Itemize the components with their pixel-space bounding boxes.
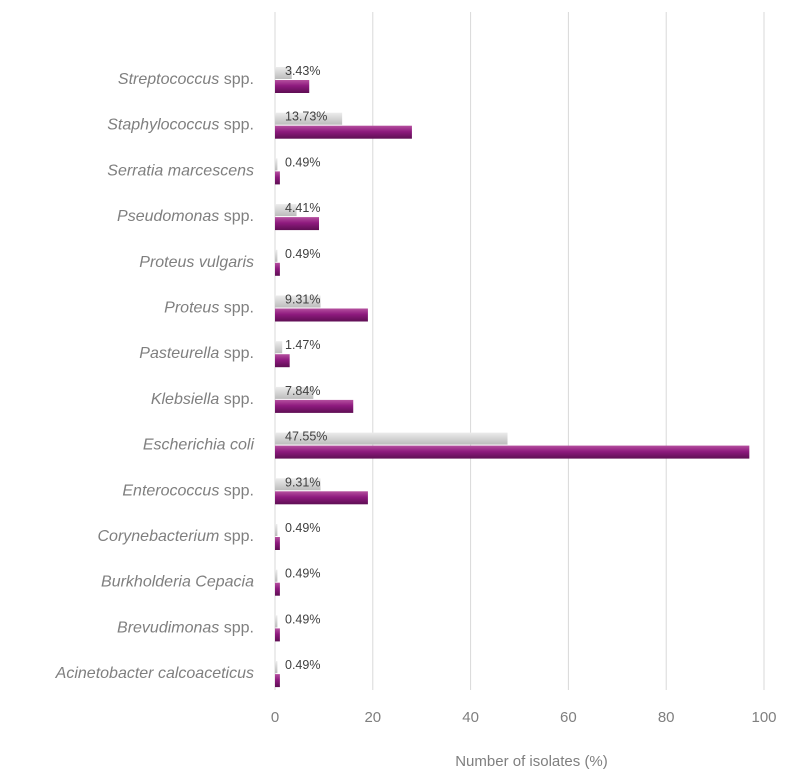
bar-count — [275, 262, 280, 276]
bar-percent — [275, 386, 314, 399]
bar-count — [275, 80, 310, 93]
data-label: 13.73% — [285, 110, 327, 124]
category-name: Escherichia coli — [143, 437, 255, 454]
category-label: Pseudomonas spp. — [117, 208, 254, 225]
data-label: 9.31% — [285, 293, 320, 307]
x-tick-label: 20 — [364, 709, 381, 726]
bar-count — [275, 445, 750, 459]
bar-percent — [275, 524, 278, 536]
category-label: Streptococcus spp. — [118, 71, 254, 88]
category-name: Streptococcus — [118, 71, 219, 88]
category-label: Proteus spp. — [164, 300, 254, 317]
category-label: Enterococcus spp. — [122, 482, 254, 499]
bar-count — [275, 582, 280, 596]
gridlines — [274, 12, 765, 690]
bar-count — [275, 217, 320, 231]
data-labels: 3.43% 13.73% 0.49% 4.41% 0.49% 9.31% 1.47% 7.84… — [285, 64, 327, 672]
category-name: Proteus — [164, 300, 219, 317]
category-label: Proteus vulgaris — [139, 254, 254, 271]
data-label: 9.31% — [285, 475, 320, 489]
bar-percent — [275, 661, 278, 674]
bar-percent — [275, 478, 321, 491]
bar-count — [275, 537, 280, 550]
category-name: Enterococcus — [122, 482, 219, 499]
category-suffix: spp. — [219, 71, 254, 88]
data-label: 3.43% — [285, 64, 320, 78]
bar-count — [275, 354, 290, 368]
category-name: Corynebacterium — [97, 528, 219, 545]
category-label: Serratia marcescens — [107, 162, 254, 179]
category-label: Staphylococcus spp. — [107, 117, 254, 134]
x-axis-ticks: 0 20 40 60 80 100 — [271, 709, 777, 726]
category-suffix: spp. — [219, 208, 254, 225]
category-label: Acinetobacter calcoaceticus — [55, 665, 254, 682]
category-name: Burkholderia Cepacia — [101, 574, 254, 591]
category-label: Pasteurella spp. — [139, 345, 254, 362]
bar-count — [275, 125, 412, 139]
bar-percent — [275, 432, 508, 445]
x-axis-title: Number of isolates (%) — [455, 753, 608, 770]
category-suffix: spp. — [219, 391, 254, 408]
x-tick-label: 0 — [271, 709, 279, 726]
category-suffix: spp. — [219, 300, 254, 317]
bar-percent — [275, 295, 321, 308]
x-tick-label: 60 — [560, 709, 577, 726]
category-suffix: spp. — [219, 482, 254, 499]
category-name: Acinetobacter calcoaceticus — [55, 665, 254, 682]
category-label: Klebsiella spp. — [151, 391, 254, 408]
bar-count — [275, 628, 280, 642]
bar-count — [275, 674, 280, 688]
data-label: 47.55% — [285, 430, 327, 444]
data-label: 1.47% — [285, 338, 320, 352]
x-tick-label: 40 — [462, 709, 479, 726]
data-label: 0.49% — [285, 155, 320, 169]
bar-percent — [275, 112, 343, 125]
bar-percent — [275, 158, 278, 171]
bar-percent — [275, 249, 278, 262]
bar-count — [275, 308, 368, 322]
data-label: 0.49% — [285, 521, 320, 535]
category-suffix: spp. — [219, 117, 254, 134]
bar-count — [275, 171, 280, 185]
category-name: Proteus vulgaris — [139, 254, 254, 271]
data-label: 4.41% — [285, 201, 320, 215]
category-name: Serratia marcescens — [107, 162, 254, 179]
bar-percent — [275, 569, 278, 582]
data-label: 0.49% — [285, 658, 320, 672]
category-label: Brevudimonas spp. — [117, 619, 254, 636]
category-labels: Streptococcus spp.Staphylococcus spp.Ser… — [55, 71, 255, 682]
bar-percent — [275, 615, 278, 628]
data-label: 0.49% — [285, 612, 320, 626]
category-suffix: spp. — [219, 619, 254, 636]
category-name: Pseudomonas — [117, 208, 219, 225]
category-name: Klebsiella — [151, 391, 220, 408]
data-label: 0.49% — [285, 247, 320, 261]
category-suffix: spp. — [219, 345, 254, 362]
category-name: Brevudimonas — [117, 619, 219, 636]
category-name: Pasteurella — [139, 345, 219, 362]
category-label: Corynebacterium spp. — [97, 528, 254, 545]
data-label: 7.84% — [285, 384, 320, 398]
bar-percent — [275, 204, 297, 217]
bar-percent — [275, 67, 292, 79]
category-label: Escherichia coli — [143, 437, 255, 454]
bar-count — [275, 399, 354, 413]
category-name: Staphylococcus — [107, 117, 219, 134]
category-suffix: spp. — [219, 528, 254, 545]
x-tick-label: 100 — [751, 709, 776, 726]
category-label: Burkholderia Cepacia — [101, 574, 254, 591]
x-tick-label: 80 — [658, 709, 675, 726]
data-label: 0.49% — [285, 567, 320, 581]
bars — [275, 67, 750, 688]
bar-count — [275, 491, 368, 505]
bar-percent — [275, 341, 283, 354]
